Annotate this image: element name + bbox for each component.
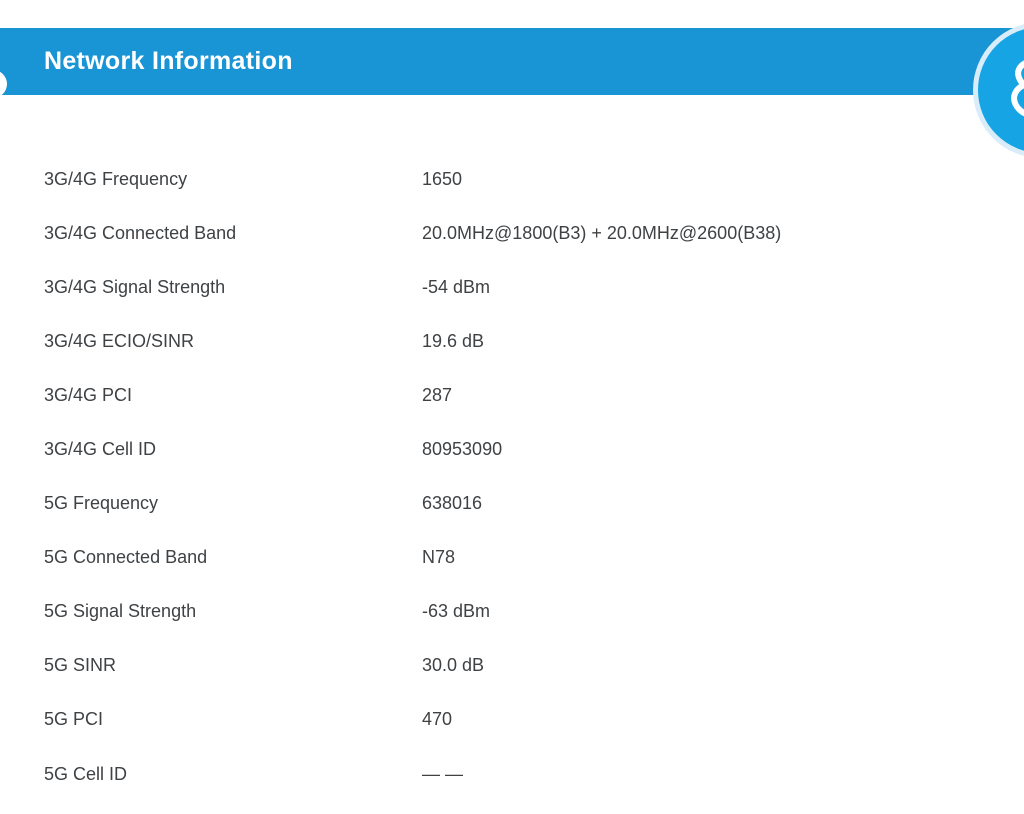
network-info-label: 3G/4G Cell ID [44,439,157,460]
network-info-row: 5G Frequency 638016 [44,477,1004,531]
edge-circle-decoration [0,70,7,98]
network-info-label: 5G PCI [44,709,104,730]
network-info-label: 3G/4G Signal Strength [44,276,226,297]
network-info-row: 5G Connected Band N78 [44,531,1004,585]
network-info-value: 80953090 [422,439,503,460]
network-info-row: 5G Signal Strength -63 dBm [44,585,1004,639]
network-info-value: — — [422,763,464,784]
header-bar: Network Information [0,28,1024,98]
network-info-value: 1650 [422,168,463,189]
network-info-row: 3G/4G Signal Strength -54 dBm [44,260,1004,314]
network-info-value: 30.0 dB [422,655,485,676]
gear-icon [1011,60,1024,117]
network-info-label: 5G Frequency [44,493,159,514]
network-info-value: -54 dBm [422,276,491,297]
network-info-label: 5G Signal Strength [44,601,197,622]
network-info-list: 3G/4G Frequency 1650 3G/4G Connected Ban… [44,152,1004,801]
network-info-label: 3G/4G Connected Band [44,222,237,243]
network-info-value: N78 [422,547,456,568]
network-info-row: 3G/4G Cell ID 80953090 [44,422,1004,476]
network-info-row: 3G/4G ECIO/SINR 19.6 dB [44,314,1004,368]
network-info-label: 5G Cell ID [44,763,128,784]
network-info-row: 3G/4G Connected Band 20.0MHz@1800(B3) + … [44,206,1004,260]
network-info-row: 5G Cell ID — — [44,747,1004,801]
page-title: Network Information [44,47,293,75]
network-info-row: 5G SINR 30.0 dB [44,639,1004,693]
network-info-value: 20.0MHz@1800(B3) + 20.0MHz@2600(B38) [422,222,782,243]
network-info-label: 3G/4G ECIO/SINR [44,330,195,351]
network-info-label: 3G/4G PCI [44,384,133,405]
network-info-value: -63 dBm [422,601,491,622]
network-info-row: 3G/4G Frequency 1650 [44,152,1004,206]
network-info-value: 287 [422,384,453,405]
network-info-row: 5G PCI 470 [44,693,1004,747]
network-info-label: 5G SINR [44,655,117,676]
network-info-label: 3G/4G Frequency [44,168,188,189]
network-info-value: 19.6 dB [422,330,485,351]
network-info-value: 470 [422,709,453,730]
network-info-label: 5G Connected Band [44,547,208,568]
network-info-row: 3G/4G PCI 287 [44,368,1004,422]
network-info-value: 638016 [422,493,483,514]
